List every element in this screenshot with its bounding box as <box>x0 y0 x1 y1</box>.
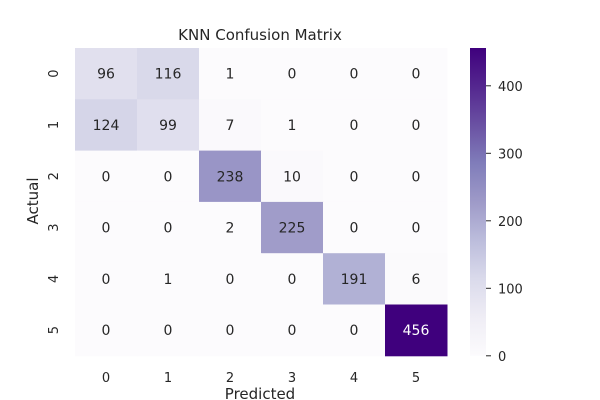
cell-value-0-4: 0 <box>350 67 359 83</box>
cell-value-4-5: 6 <box>412 272 421 288</box>
x-tick-label-2: 2 <box>226 371 234 386</box>
heatmap-cell-5-0 <box>75 304 138 357</box>
colorbar-tick-label-400: 400 <box>498 80 523 95</box>
cell-value-2-1: 0 <box>164 169 173 185</box>
heatmap-cell-3-5 <box>385 201 448 254</box>
y-tick-label-5: 5 <box>47 326 62 334</box>
cell-value-4-2: 0 <box>226 272 235 288</box>
heatmap-cell-3-4 <box>323 201 386 254</box>
y-tick-labels: 0 1 2 3 4 5 <box>47 70 62 335</box>
colorbar-tick-label-300: 300 <box>498 147 523 162</box>
colorbar-tick-label-200: 200 <box>498 215 523 230</box>
heatmap-cell-0-0 <box>75 48 138 100</box>
heatmap-cell-3-1 <box>137 201 200 254</box>
heatmap-cell-5-5 <box>385 304 448 357</box>
cell-value-5-1: 0 <box>164 323 173 339</box>
heatmap-cell-0-4 <box>323 48 386 100</box>
cell-value-3-1: 0 <box>164 221 173 237</box>
cell-value-3-0: 0 <box>102 221 111 237</box>
heatmap-cell-0-3 <box>261 48 324 100</box>
heatmap-cell-4-2 <box>199 253 262 305</box>
colorbar <box>470 48 486 356</box>
colorbar-ticks: 0 100 200 300 400 <box>486 80 523 365</box>
heatmap-cell-3-0 <box>75 201 138 254</box>
y-tick-label-2: 2 <box>47 172 62 180</box>
heatmap-cell-1-0 <box>75 99 138 152</box>
heatmap-cell-1-5 <box>385 99 448 152</box>
heatmap-cell-4-3 <box>261 253 324 305</box>
x-tick-label-0: 0 <box>102 371 110 386</box>
x-tick-label-4: 4 <box>350 371 358 386</box>
heatmap-cell-0-5 <box>385 48 448 100</box>
cell-value-3-2: 2 <box>226 221 235 237</box>
cell-value-0-0: 96 <box>97 67 115 83</box>
cell-value-0-5: 0 <box>412 67 421 83</box>
colorbar-tick-label-0: 0 <box>498 350 506 365</box>
cell-value-2-2: 238 <box>217 169 244 185</box>
y-tick-label-1: 1 <box>47 121 62 129</box>
heatmap-cell-1-3 <box>261 99 324 152</box>
cell-value-2-5: 0 <box>412 169 421 185</box>
cell-value-5-4: 0 <box>350 323 359 339</box>
cell-value-4-0: 0 <box>102 272 111 288</box>
heatmap-cell-5-2 <box>199 304 262 357</box>
x-tick-label-3: 3 <box>288 371 296 386</box>
cell-value-4-1: 1 <box>164 272 173 288</box>
heatmap-cell-4-5 <box>385 253 448 305</box>
heatmap-cell-2-0 <box>75 150 138 203</box>
heatmap-cell-2-4 <box>323 150 386 203</box>
heatmap-cell-4-0 <box>75 253 138 305</box>
x-tick-label-1: 1 <box>164 371 172 386</box>
heatmap-cell-2-1 <box>137 150 200 203</box>
cell-value-1-1: 99 <box>159 118 177 134</box>
cell-value-0-3: 0 <box>288 67 297 83</box>
x-axis-label: Predicted <box>225 385 295 400</box>
heatmap-cell-4-1 <box>137 253 200 305</box>
cell-value-3-5: 0 <box>412 221 421 237</box>
cell-value-4-3: 0 <box>288 272 297 288</box>
cell-value-1-4: 0 <box>350 118 359 134</box>
cell-value-3-4: 0 <box>350 221 359 237</box>
heatmap-cell-0-2 <box>199 48 262 100</box>
y-tick-label-4: 4 <box>47 275 62 283</box>
y-tick-label-3: 3 <box>47 223 62 231</box>
cell-value-0-2: 1 <box>226 67 235 83</box>
chart-title: KNN Confusion Matrix <box>178 26 342 44</box>
heatmap-cell-2-2 <box>199 150 262 203</box>
cell-value-5-2: 0 <box>226 323 235 339</box>
heatmap-cell-1-4 <box>323 99 386 152</box>
cell-value-5-5: 456 <box>403 323 430 339</box>
y-tick-label-0: 0 <box>47 70 62 78</box>
cell-value-2-3: 10 <box>283 169 301 185</box>
heatmap-cell-2-3 <box>261 150 324 203</box>
cell-value-4-4: 191 <box>341 272 368 288</box>
cell-value-0-1: 116 <box>155 67 182 83</box>
heatmap-cell-3-2 <box>199 201 262 254</box>
x-tick-labels: 0 1 2 3 4 5 <box>102 371 420 386</box>
heatmap-cell-1-2 <box>199 99 262 152</box>
heatmap-cell-0-1 <box>137 48 200 100</box>
heatmap-cell-5-1 <box>137 304 200 357</box>
heatmap-cell-4-4 <box>323 253 386 305</box>
y-axis-label: Actual <box>24 178 42 225</box>
x-tick-label-5: 5 <box>412 371 420 386</box>
cell-value-2-0: 0 <box>102 169 111 185</box>
cell-value-1-3: 1 <box>288 118 297 134</box>
heatmap-cell-5-4 <box>323 304 386 357</box>
colorbar-tick-label-100: 100 <box>498 282 523 297</box>
cell-value-3-3: 225 <box>279 221 306 237</box>
heatmap-cell-1-1 <box>137 99 200 152</box>
cell-value-1-2: 7 <box>226 118 235 134</box>
cell-value-1-0: 124 <box>93 118 120 134</box>
cell-value-1-5: 0 <box>412 118 421 134</box>
heatmap-cell-3-3 <box>261 201 324 254</box>
heatmap-cell-2-5 <box>385 150 448 203</box>
cell-value-2-4: 0 <box>350 169 359 185</box>
cell-value-5-0: 0 <box>102 323 111 339</box>
heatmap-cell-5-3 <box>261 304 324 357</box>
cell-value-5-3: 0 <box>288 323 297 339</box>
